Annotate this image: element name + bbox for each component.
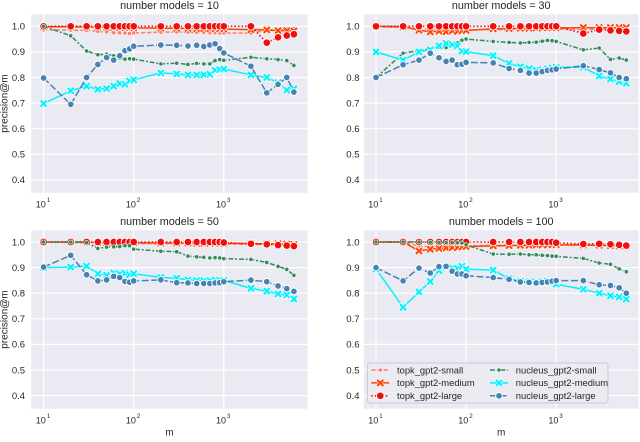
- svg-text:precision@m: precision@m: [0, 74, 11, 133]
- svg-text:0.7: 0.7: [12, 98, 25, 109]
- svg-text:10: 10: [548, 199, 558, 209]
- svg-text:3: 3: [559, 198, 563, 204]
- svg-text:1: 1: [47, 414, 51, 420]
- svg-text:0.5: 0.5: [346, 150, 359, 161]
- svg-text:2: 2: [137, 414, 141, 420]
- svg-text:3: 3: [559, 414, 563, 420]
- svg-text:0.9: 0.9: [12, 47, 25, 58]
- svg-text:2: 2: [469, 414, 473, 420]
- svg-text:2: 2: [469, 198, 473, 204]
- svg-text:10: 10: [548, 415, 558, 425]
- svg-text:1: 1: [47, 198, 51, 204]
- svg-text:0.9: 0.9: [346, 263, 359, 274]
- svg-text:10: 10: [216, 199, 226, 209]
- svg-text:0.5: 0.5: [12, 150, 25, 161]
- svg-text:0.6: 0.6: [346, 340, 359, 351]
- svg-text:10: 10: [458, 415, 468, 425]
- svg-text:m: m: [497, 428, 505, 437]
- svg-text:0.4: 0.4: [346, 391, 359, 402]
- svg-text:nucleus_gpt2-large: nucleus_gpt2-large: [516, 390, 596, 401]
- svg-text:10: 10: [126, 415, 136, 425]
- svg-text:0.6: 0.6: [12, 124, 25, 135]
- svg-text:number models = 50: number models = 50: [120, 216, 219, 228]
- svg-text:0.4: 0.4: [346, 175, 359, 186]
- svg-text:10: 10: [126, 199, 136, 209]
- svg-text:nucleus_gpt2-small: nucleus_gpt2-small: [516, 364, 597, 375]
- svg-text:0.5: 0.5: [12, 365, 25, 376]
- svg-text:3: 3: [227, 198, 231, 204]
- svg-text:0.8: 0.8: [12, 289, 25, 300]
- svg-text:0.6: 0.6: [346, 124, 359, 135]
- svg-text:0.4: 0.4: [12, 391, 25, 402]
- svg-text:1: 1: [379, 198, 383, 204]
- svg-text:topk_gpt2-large: topk_gpt2-large: [397, 390, 462, 401]
- svg-text:nucleus_gpt2-medium: nucleus_gpt2-medium: [516, 377, 608, 388]
- svg-text:0.8: 0.8: [12, 73, 25, 84]
- svg-text:0.8: 0.8: [346, 73, 359, 84]
- svg-text:10: 10: [36, 415, 46, 425]
- svg-text:0.6: 0.6: [12, 340, 25, 351]
- svg-text:10: 10: [368, 415, 378, 425]
- svg-text:2: 2: [137, 198, 141, 204]
- svg-text:0.7: 0.7: [12, 314, 25, 325]
- svg-text:m: m: [165, 428, 173, 437]
- svg-text:number models = 10: number models = 10: [120, 0, 219, 12]
- svg-text:0.9: 0.9: [12, 263, 25, 274]
- svg-text:number models = 30: number models = 30: [452, 0, 551, 12]
- svg-text:precision@m: precision@m: [0, 290, 11, 349]
- svg-text:10: 10: [458, 199, 468, 209]
- svg-text:1.0: 1.0: [12, 237, 25, 248]
- svg-text:1.0: 1.0: [346, 22, 359, 33]
- svg-text:1.0: 1.0: [346, 237, 359, 248]
- svg-text:0.4: 0.4: [12, 175, 25, 186]
- svg-text:0.9: 0.9: [346, 47, 359, 58]
- svg-text:10: 10: [368, 199, 378, 209]
- svg-text:0.7: 0.7: [346, 314, 359, 325]
- svg-text:10: 10: [216, 415, 226, 425]
- svg-text:1.0: 1.0: [12, 22, 25, 33]
- svg-text:0.7: 0.7: [346, 98, 359, 109]
- svg-text:10: 10: [36, 199, 46, 209]
- svg-text:0.5: 0.5: [346, 365, 359, 376]
- svg-text:3: 3: [227, 414, 231, 420]
- svg-text:0.8: 0.8: [346, 289, 359, 300]
- svg-text:1: 1: [379, 414, 383, 420]
- svg-text:number models = 100: number models = 100: [449, 216, 554, 228]
- svg-text:topk_gpt2-small: topk_gpt2-small: [397, 364, 463, 375]
- svg-text:topk_gpt2-medium: topk_gpt2-medium: [397, 377, 475, 388]
